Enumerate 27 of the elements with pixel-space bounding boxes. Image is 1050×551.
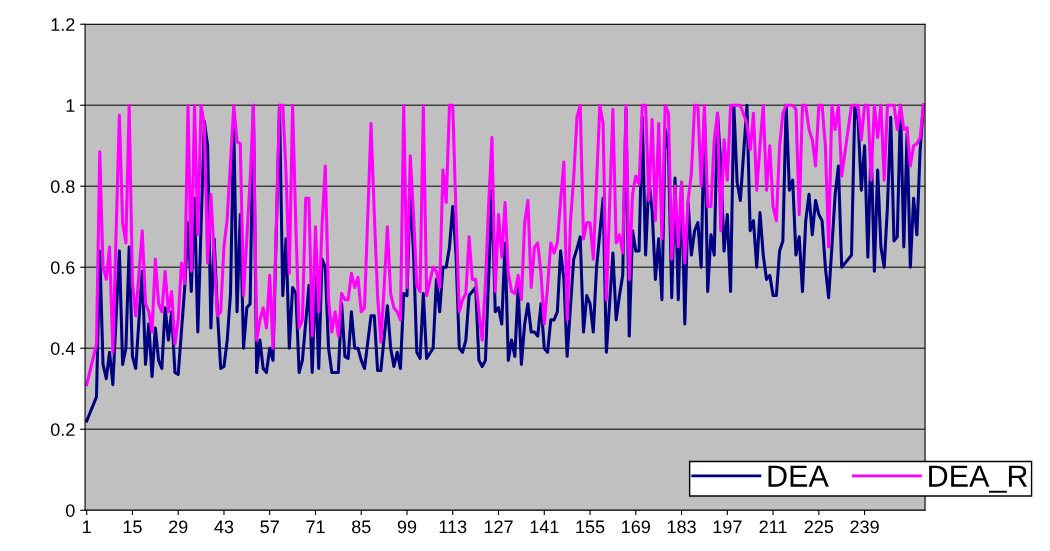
legend-label: DEA_R — [929, 465, 1028, 493]
x-tick-label: 141 — [530, 520, 559, 534]
x-tick-label: 239 — [850, 520, 879, 534]
y-tick-label: 1 — [66, 99, 75, 112]
y-tick-label: 1.2 — [51, 18, 75, 31]
y-tick-label: 0.8 — [50, 180, 75, 193]
x-tick-label: 43 — [214, 520, 234, 534]
x-tick-label: 85 — [351, 520, 371, 534]
y-tick-label: 0.2 — [50, 423, 75, 436]
x-tick-label: 71 — [306, 520, 325, 534]
legend-label: DEA — [768, 465, 829, 487]
y-tick-label: 0 — [65, 504, 75, 517]
x-tick-label: 15 — [123, 520, 142, 534]
x-tick-label: 57 — [260, 520, 279, 534]
x-tick-label: 211 — [759, 520, 787, 534]
y-tick-label: 0.4 — [50, 342, 75, 355]
x-tick-label: 169 — [622, 520, 650, 534]
x-tick-label: 1 — [83, 520, 91, 534]
x-tick-label: 113 — [439, 520, 467, 534]
x-tick-label: 183 — [667, 520, 696, 534]
x-tick-label: 127 — [484, 520, 513, 534]
x-tick-label: 155 — [576, 520, 605, 534]
x-tick-label: 99 — [397, 520, 417, 534]
y-tick-label: 0.6 — [50, 261, 75, 274]
x-tick-label: 197 — [713, 520, 742, 534]
x-tick-label: 29 — [169, 520, 188, 534]
x-tick-label: 225 — [804, 520, 834, 534]
